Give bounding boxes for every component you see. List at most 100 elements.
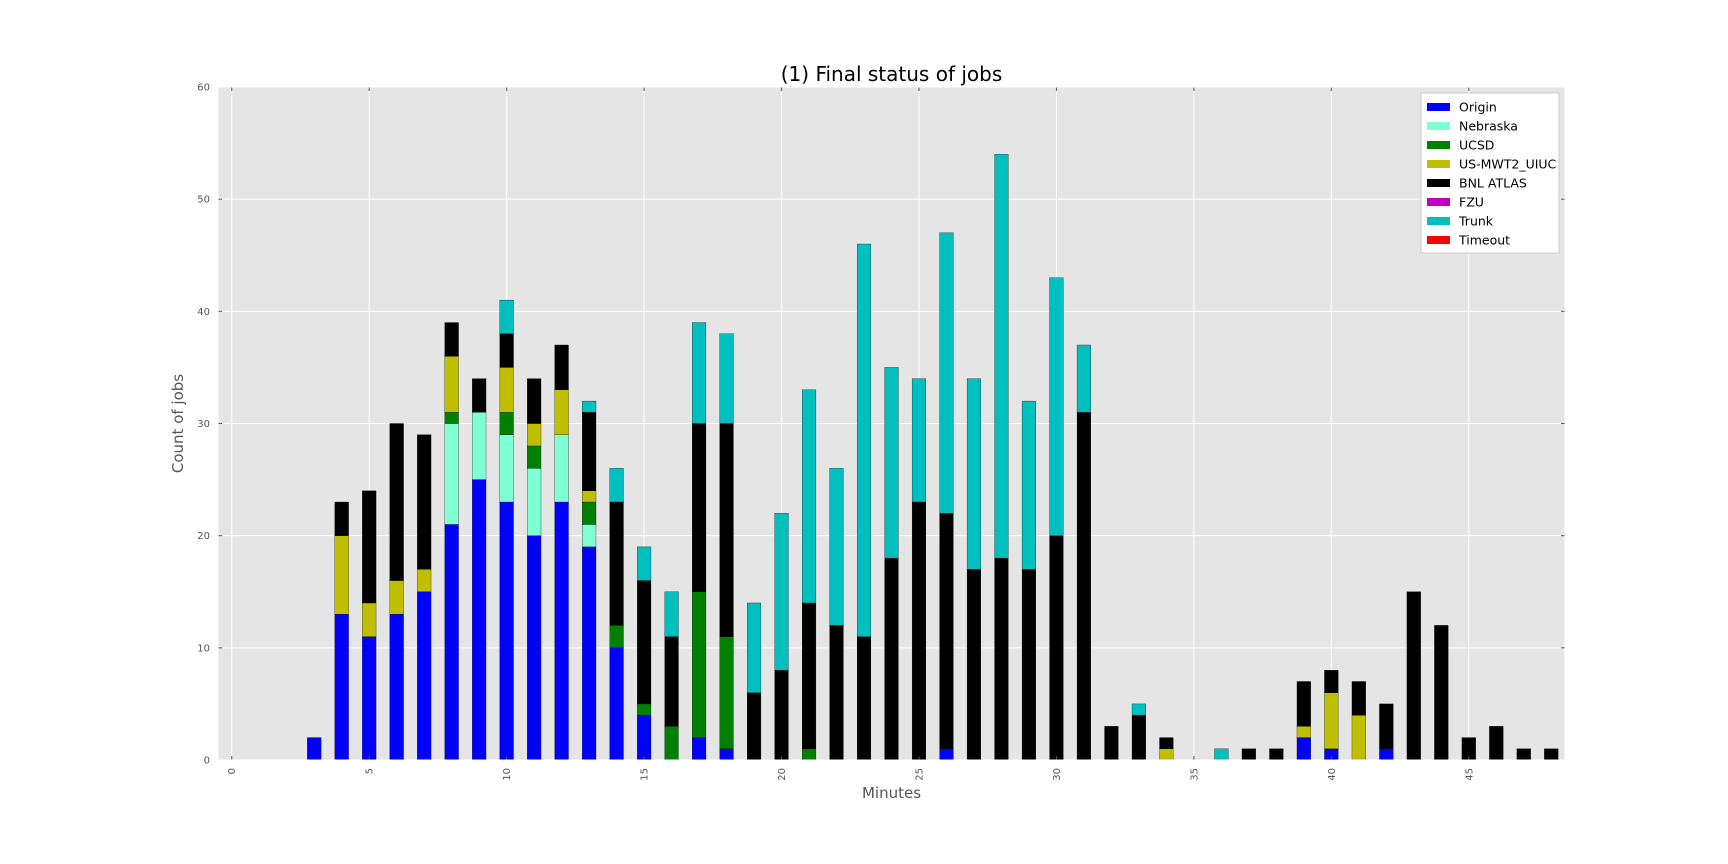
bar-segment-nebraska <box>444 423 459 525</box>
bar-segment-bnl-atlas <box>939 513 954 749</box>
legend-swatch <box>1427 122 1450 130</box>
bar-segment-origin <box>362 636 377 761</box>
bar-segment-trunk <box>994 154 1009 559</box>
bar-segment-bnl-atlas <box>1296 681 1311 727</box>
bar-segment-bnl-atlas <box>1076 412 1091 761</box>
bar-segment-bnl-atlas <box>856 636 872 761</box>
bar-segment-nebraska <box>527 468 542 536</box>
bar-segment-bnl-atlas <box>334 501 349 536</box>
bar-segment-trunk <box>911 378 927 503</box>
bar-segment-ucsd <box>444 412 459 424</box>
legend-box <box>1420 92 1560 254</box>
bar-segment-trunk <box>1076 344 1091 413</box>
bar-segment-origin <box>1296 737 1311 761</box>
bar-segment-us-mwt2-uiuc <box>554 389 569 435</box>
bar-segment-trunk <box>582 400 597 413</box>
legend-label: UCSD <box>1459 138 1494 153</box>
bar-segment-bnl-atlas <box>747 692 762 761</box>
legend-label: Trunk <box>1458 214 1494 229</box>
bar-segment-bnl-atlas <box>966 569 981 761</box>
bar-segment-us-mwt2-uiuc <box>389 580 404 615</box>
bar-segment-bnl-atlas <box>499 333 514 368</box>
bar-segment-bnl-atlas <box>692 423 707 592</box>
bar-segment-origin <box>554 501 569 761</box>
bar-segment-trunk <box>884 367 899 559</box>
y-tick-label: 60 <box>197 83 210 94</box>
bar-segment-us-mwt2-uiuc <box>1159 748 1174 761</box>
bar-segment-ucsd <box>499 412 514 435</box>
bar-segment-bnl-atlas <box>417 434 432 570</box>
bar-segment-bnl-atlas <box>1406 591 1421 761</box>
bar-segment-bnl-atlas <box>1544 748 1559 761</box>
bar-segment-nebraska <box>472 412 487 480</box>
bar-segment-bnl-atlas <box>444 322 459 357</box>
y-axis-title: Count of jobs <box>169 374 187 473</box>
bar-segment-ucsd <box>692 591 707 738</box>
bar-segment-bnl-atlas <box>911 501 927 761</box>
bar-segment-bnl-atlas <box>554 344 569 391</box>
bar-segment-trunk <box>719 333 734 424</box>
bar-segment-origin <box>939 748 954 761</box>
legend-swatch <box>1427 103 1450 111</box>
bar-segment-us-mwt2-uiuc <box>1296 726 1311 738</box>
bar-segment-trunk <box>939 232 954 514</box>
bar-segment-trunk <box>1021 400 1036 570</box>
bar-segment-bnl-atlas <box>994 557 1009 761</box>
bar-segment-bnl-atlas <box>1516 748 1531 761</box>
x-tick-label: 5 <box>365 768 376 774</box>
bar-segment-us-mwt2-uiuc <box>444 356 459 413</box>
bar-segment-us-mwt2-uiuc <box>1324 692 1339 749</box>
bar-segment-bnl-atlas <box>609 501 624 626</box>
bar-segment-bnl-atlas <box>1131 714 1146 761</box>
bar-segment-nebraska <box>554 434 569 503</box>
bar-segment-bnl-atlas <box>1351 681 1366 716</box>
bar-segment-bnl-atlas <box>1434 625 1449 761</box>
bar-segment-origin <box>527 535 542 761</box>
bar-segment-bnl-atlas <box>774 670 789 761</box>
bar-segment-origin <box>499 501 514 761</box>
bar-segment-origin <box>444 524 459 761</box>
legend-swatch <box>1427 236 1450 244</box>
x-axis-title: Minutes <box>862 784 921 802</box>
bar-segment-trunk <box>664 591 679 637</box>
bar-segment-bnl-atlas <box>1379 703 1394 749</box>
legend-label: Nebraska <box>1459 119 1518 134</box>
bar-segment-ucsd <box>802 748 817 761</box>
bar-segment-bnl-atlas <box>472 378 487 413</box>
bar-segment-ucsd <box>637 703 652 716</box>
bar-segment-nebraska <box>582 524 597 548</box>
bars <box>307 154 1559 761</box>
bar-segment-trunk <box>802 389 817 604</box>
bar-segment-trunk <box>856 243 872 637</box>
bar-segment-origin <box>692 737 707 761</box>
bar-segment-trunk <box>1131 703 1146 716</box>
bar-segment-trunk <box>829 468 844 626</box>
bar-segment-trunk <box>747 602 762 693</box>
bar-segment-trunk <box>1049 277 1064 536</box>
legend-label: FZU <box>1459 195 1484 210</box>
bar-segment-origin <box>417 591 432 761</box>
x-tick-label: 0 <box>227 768 238 774</box>
legend-swatch <box>1427 217 1450 225</box>
bar-segment-ucsd <box>719 636 734 749</box>
bar-segment-origin <box>609 647 624 761</box>
chart-title: (1) Final status of jobs <box>781 62 1003 86</box>
legend-label: Timeout <box>1458 233 1510 248</box>
bar-segment-bnl-atlas <box>1241 748 1256 761</box>
bar-segment-bnl-atlas <box>1324 670 1339 693</box>
bar-segment-bnl-atlas <box>582 412 597 491</box>
bar-segment-bnl-atlas <box>389 423 404 581</box>
y-tick-label: 20 <box>197 531 210 542</box>
y-tick-label: 0 <box>204 756 210 767</box>
bar-segment-bnl-atlas <box>1049 535 1064 761</box>
bar-segment-ucsd <box>582 501 597 525</box>
y-tick-label: 30 <box>197 419 210 430</box>
bar-segment-trunk <box>637 546 652 581</box>
bar-segment-bnl-atlas <box>637 580 652 705</box>
bar-segment-origin <box>582 546 597 761</box>
bar-segment-trunk <box>1214 748 1229 761</box>
bar-segment-us-mwt2-uiuc <box>527 423 542 447</box>
y-tick-label: 40 <box>197 307 210 318</box>
x-tick-label: 15 <box>640 768 651 781</box>
